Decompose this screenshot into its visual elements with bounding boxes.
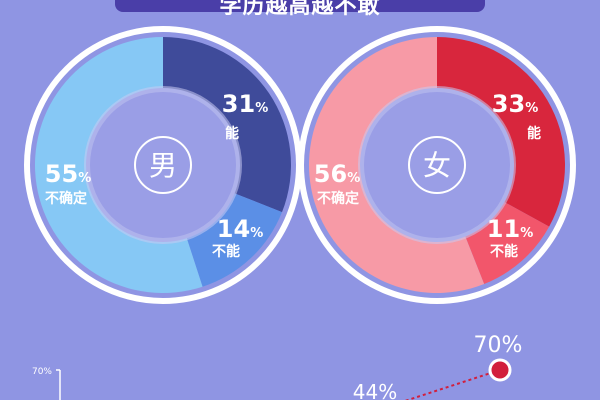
percent-sign: % — [347, 171, 360, 186]
slice-value: 11 — [487, 215, 520, 243]
slice-value-label: 56% — [314, 160, 360, 188]
slice-value: 55 — [45, 160, 78, 188]
donut-outer-ring — [298, 26, 576, 304]
percent-sign: % — [250, 226, 263, 241]
slice-category-label: 不确定 — [45, 190, 87, 207]
center-label: 男 — [149, 149, 177, 182]
series-line — [404, 369, 501, 400]
center-circle — [408, 136, 466, 194]
donut-slice — [163, 37, 291, 213]
data-point — [488, 358, 512, 382]
slice-value-label: 11% — [487, 215, 533, 243]
trend-line-chart: 70% 70% 44% — [32, 333, 522, 400]
slice-value: 14 — [217, 215, 250, 243]
donut-slice — [465, 202, 550, 285]
slice-category-label: 能 — [527, 125, 541, 142]
donut-hole — [364, 92, 510, 238]
slice-value-label: 55% — [45, 160, 91, 188]
donut-slice — [186, 193, 283, 287]
donut-slice — [309, 37, 485, 293]
percent-sign: % — [525, 101, 538, 116]
slice-value-label: 31% — [222, 90, 268, 118]
percent-sign: % — [255, 101, 268, 116]
center-circle — [134, 136, 192, 194]
donut-slice — [34, 37, 203, 293]
title-banner: 学历越高越不敢 — [115, 0, 485, 19]
slice-value-label: 14% — [217, 215, 263, 243]
slice-value: 33 — [492, 90, 525, 118]
percent-sign: % — [520, 226, 533, 241]
data-label: 70% — [474, 333, 523, 358]
slice-value: 56 — [314, 160, 347, 188]
slice-category-label: 不能 — [490, 243, 518, 260]
data-label: 44% — [353, 380, 397, 400]
percent-sign: % — [78, 171, 91, 186]
y-axis-tick-label: 70% — [32, 367, 52, 377]
donut-slice — [437, 37, 565, 227]
slice-value: 31 — [222, 90, 255, 118]
slice-value-label: 33% — [492, 90, 538, 118]
center-label: 女 — [423, 149, 451, 182]
slice-category-label: 不确定 — [317, 190, 359, 207]
slice-category-label: 能 — [225, 125, 239, 142]
slice-category-label: 不能 — [212, 243, 240, 260]
donut-hole — [90, 92, 236, 238]
page-title: 学历越高越不敢 — [219, 0, 381, 19]
